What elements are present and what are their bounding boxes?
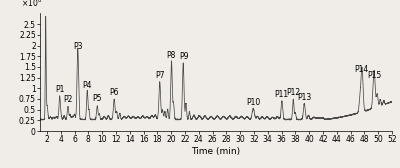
Text: P12: P12 — [286, 88, 300, 97]
Text: P9: P9 — [179, 52, 188, 61]
Text: P15: P15 — [367, 71, 381, 80]
Text: P10: P10 — [246, 98, 260, 107]
Text: P7: P7 — [155, 71, 165, 80]
Text: P6: P6 — [109, 88, 119, 97]
Text: P11: P11 — [274, 90, 289, 99]
Text: P5: P5 — [92, 94, 102, 103]
Text: P13: P13 — [297, 93, 312, 101]
Text: P2: P2 — [63, 95, 73, 104]
Text: P1: P1 — [55, 85, 64, 94]
Text: P14: P14 — [354, 65, 369, 74]
Text: P8: P8 — [166, 51, 176, 60]
Text: $\times$10$^8$: $\times$10$^8$ — [21, 0, 42, 9]
X-axis label: Time (min): Time (min) — [192, 147, 240, 156]
Text: P4: P4 — [82, 81, 92, 90]
Text: P3: P3 — [73, 43, 82, 52]
